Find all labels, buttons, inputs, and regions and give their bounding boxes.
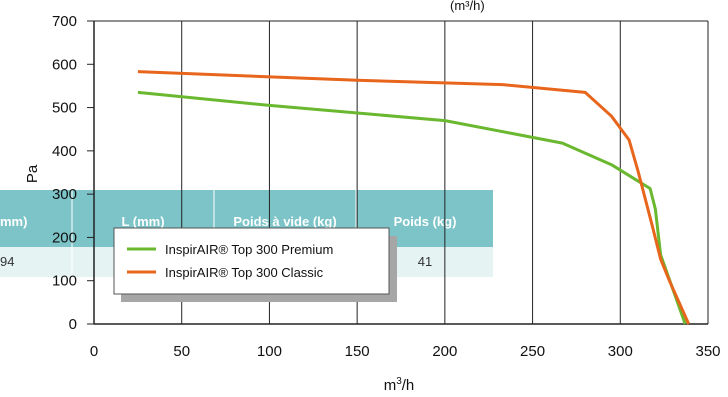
- x-tick-label-100: 100: [257, 343, 282, 360]
- table-cell-1: 94: [0, 254, 14, 269]
- table-cell-4: 41: [418, 254, 432, 269]
- x-axis-label: m3/h: [384, 376, 415, 394]
- x-tick-labels: 0 50 100 150 200 250 300 350: [90, 343, 721, 360]
- title-fragment: (m³/h): [450, 0, 485, 13]
- x-tick-label-250: 250: [520, 343, 545, 360]
- series-line-premium: [137, 90, 687, 325]
- x-tick-label-300: 300: [608, 343, 633, 360]
- series-line-classic: [137, 70, 691, 325]
- y-axis-label: Pa: [24, 164, 41, 183]
- y-tick-label-200: 200: [52, 229, 77, 246]
- x-tick-label-0: 0: [90, 343, 98, 360]
- y-tick-labels: 0 100 200 300 400 500 600 700: [52, 13, 94, 333]
- y-tick-label-0: 0: [69, 316, 77, 333]
- legend-label-premium: InspirAIR® Top 300 Premium: [165, 242, 333, 257]
- legend-label-classic: InspirAIR® Top 300 Classic: [165, 265, 324, 280]
- legend: InspirAIR® Top 300 Premium InspirAIR® To…: [113, 227, 397, 302]
- x-tick-label-200: 200: [432, 343, 457, 360]
- y-tick-label-600: 600: [52, 56, 77, 73]
- table-header-3: Poids à vide (kg): [233, 214, 336, 229]
- x-tick-label-50: 50: [173, 343, 190, 360]
- table-header-4: Poids (kg): [394, 214, 457, 229]
- y-tick-label-400: 400: [52, 143, 77, 160]
- x-tick-label-150: 150: [345, 343, 370, 360]
- y-tick-label-300: 300: [52, 186, 77, 203]
- y-tick-label-500: 500: [52, 100, 77, 117]
- series-lines: [137, 70, 691, 325]
- table-header-2: L (mm): [121, 214, 164, 229]
- x-tick-label-350: 350: [695, 343, 720, 360]
- y-tick-label-100: 100: [52, 273, 77, 290]
- table-header-1: mm): [0, 214, 27, 229]
- y-tick-label-700: 700: [52, 13, 77, 30]
- legend-box: [113, 227, 390, 295]
